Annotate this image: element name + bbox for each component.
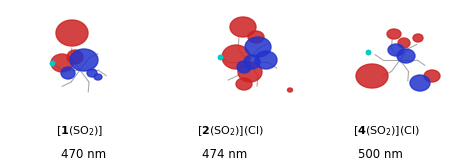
Text: $[\mathbf{1}(\mathrm{SO_2})]$: $[\mathbf{1}(\mathrm{SO_2})]$ xyxy=(56,125,103,138)
Ellipse shape xyxy=(94,74,102,80)
Ellipse shape xyxy=(237,61,251,73)
Ellipse shape xyxy=(413,34,423,42)
Ellipse shape xyxy=(238,62,262,82)
Ellipse shape xyxy=(410,75,430,91)
Text: 500 nm: 500 nm xyxy=(358,148,403,161)
Ellipse shape xyxy=(56,20,88,46)
Ellipse shape xyxy=(236,78,252,90)
Text: 474 nm: 474 nm xyxy=(202,148,247,161)
Ellipse shape xyxy=(255,51,277,69)
Ellipse shape xyxy=(70,49,98,71)
Ellipse shape xyxy=(230,17,256,37)
Ellipse shape xyxy=(244,55,260,69)
Ellipse shape xyxy=(245,37,271,57)
Ellipse shape xyxy=(397,49,415,63)
Ellipse shape xyxy=(387,29,401,39)
Ellipse shape xyxy=(288,88,292,92)
Ellipse shape xyxy=(61,67,75,79)
Text: $[\mathbf{4}(\mathrm{SO_2})](\mathrm{Cl})$: $[\mathbf{4}(\mathrm{SO_2})](\mathrm{Cl}… xyxy=(353,125,420,138)
Ellipse shape xyxy=(424,70,440,82)
Ellipse shape xyxy=(388,44,404,56)
Ellipse shape xyxy=(51,54,73,72)
Ellipse shape xyxy=(222,45,250,69)
Ellipse shape xyxy=(87,69,97,77)
Text: $[\mathbf{2}(\mathrm{SO_2})](\mathrm{Cl})$: $[\mathbf{2}(\mathrm{SO_2})](\mathrm{Cl}… xyxy=(197,125,264,138)
Ellipse shape xyxy=(67,50,83,64)
Ellipse shape xyxy=(398,38,410,48)
Text: 470 nm: 470 nm xyxy=(61,148,106,161)
Ellipse shape xyxy=(356,64,388,88)
Ellipse shape xyxy=(248,31,264,43)
